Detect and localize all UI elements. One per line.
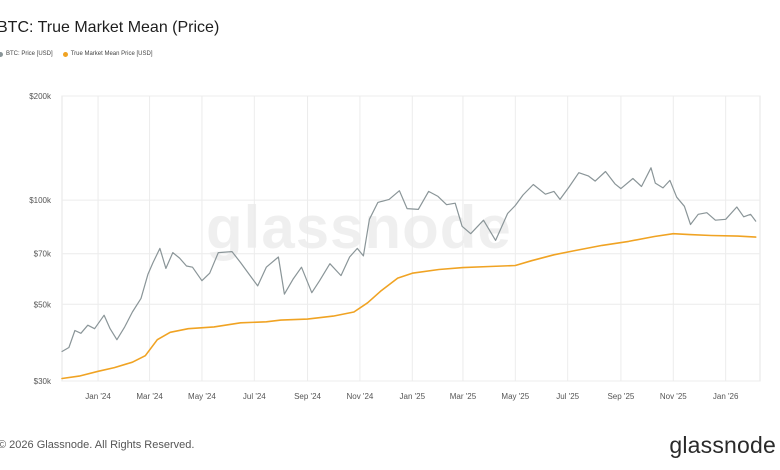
copyright: © 2026 Glassnode. All Rights Reserved.	[0, 439, 195, 451]
y-tick-label: $30k	[34, 377, 52, 386]
y-tick-label: $50k	[34, 300, 52, 309]
page-title: BTC: True Market Mean (Price)	[0, 19, 220, 36]
x-tick-label: Jan '26	[713, 392, 739, 401]
legend-dot-price-icon	[0, 51, 3, 57]
x-tick-label: Sep '24	[294, 392, 321, 401]
y-axis: $30k $50k $70k $100k $200k	[29, 92, 52, 386]
x-axis: Jan '24 Mar '24 May '24 Jul '24 Sep '24 Nov '…	[85, 392, 739, 401]
legend-label-price: BTC: Price [USD]	[6, 51, 53, 57]
x-tick-label: Nov '24	[346, 392, 373, 401]
x-tick-label: Jul '25	[556, 392, 579, 401]
legend-dot-tmm-icon	[62, 51, 68, 57]
series-line-btc-price	[61, 167, 757, 353]
y-tick-label: $70k	[34, 250, 52, 259]
plot-frame	[61, 95, 761, 382]
y-tick-label: $100k	[29, 196, 52, 205]
series-lines	[61, 167, 757, 380]
legend: BTC: Price [USD] True Market Mean Price …	[0, 51, 153, 57]
glassnode-logo[interactable]: glassnode	[669, 432, 776, 458]
x-tick-label: Mar '25	[450, 392, 477, 401]
x-tick-label: Mar '24	[136, 392, 163, 401]
legend-item-price[interactable]: BTC: Price [USD]	[0, 51, 53, 57]
grid	[61, 95, 761, 382]
legend-label-tmm: True Market Mean Price [USD]	[70, 51, 153, 57]
x-tick-label: Jan '24	[85, 392, 111, 401]
x-tick-label: Sep '25	[607, 392, 634, 401]
x-tick-label: May '24	[188, 392, 216, 401]
y-tick-label: $200k	[29, 92, 52, 101]
series-line-true-market-mean	[61, 232, 757, 380]
x-tick-label: Jan '25	[400, 392, 426, 401]
x-tick-label: Nov '25	[660, 392, 687, 401]
x-tick-label: Jul '24	[243, 392, 266, 401]
legend-item-tmm[interactable]: True Market Mean Price [USD]	[62, 51, 153, 57]
x-tick-label: May '25	[501, 392, 529, 401]
